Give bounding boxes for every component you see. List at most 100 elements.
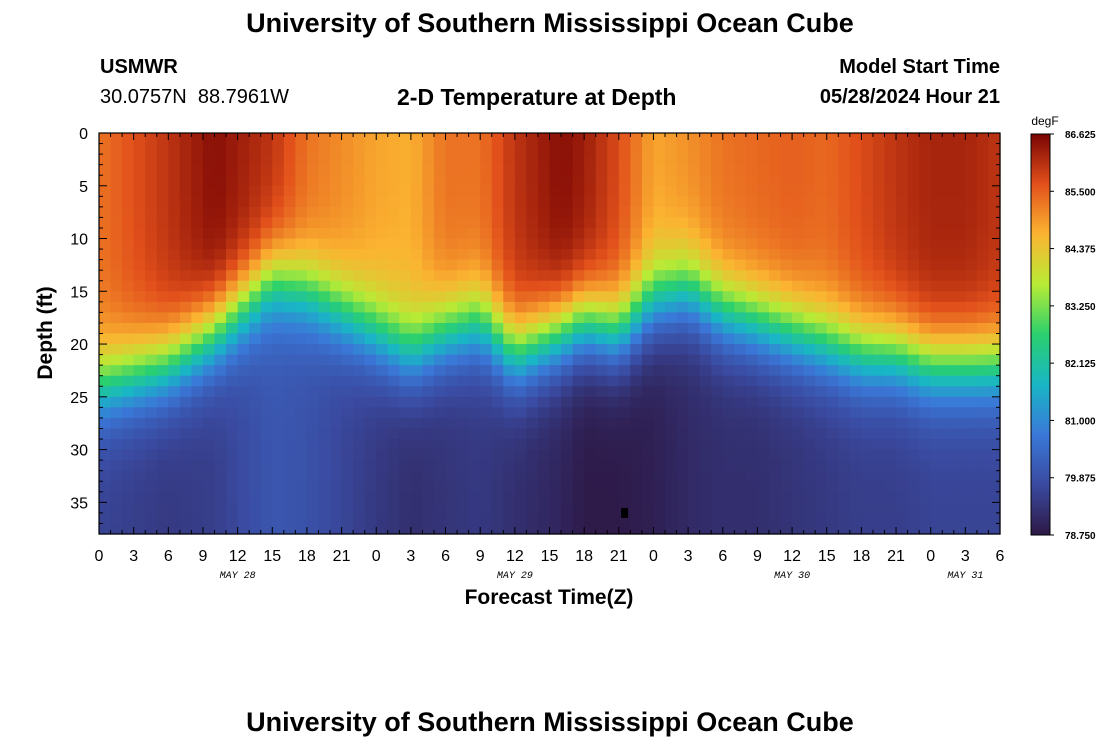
heatmap-cell: [272, 386, 285, 398]
heatmap-cell: [953, 375, 966, 387]
heatmap-cell: [919, 512, 932, 525]
heatmap-cell: [168, 354, 181, 366]
heatmap-cell: [745, 523, 759, 535]
heatmap-cell: [849, 238, 862, 250]
heatmap-cell: [907, 386, 920, 398]
heatmap-cell: [930, 164, 943, 176]
heatmap-cell: [768, 154, 782, 166]
heatmap-cell: [630, 133, 643, 145]
heatmap-cell: [919, 417, 932, 430]
heatmap-cell: [838, 481, 851, 493]
heatmap-cell: [191, 196, 204, 208]
heatmap-cell: [838, 322, 851, 335]
heatmap-cell: [896, 175, 909, 187]
heatmap-cell: [457, 217, 470, 229]
heatmap-cell: [318, 301, 331, 313]
heatmap-cell: [168, 344, 181, 356]
heatmap-cell: [156, 312, 169, 324]
heatmap-cell: [584, 407, 597, 419]
heatmap-cell: [872, 470, 886, 482]
heatmap-cell: [537, 491, 551, 503]
heatmap-cell: [572, 280, 585, 292]
heatmap-cell: [884, 512, 897, 525]
heatmap-cell: [896, 164, 909, 176]
heatmap-cell: [665, 238, 678, 250]
heatmap-cell: [168, 206, 181, 219]
heatmap-cell: [422, 206, 435, 219]
heatmap-cell: [561, 386, 574, 398]
heatmap-cell: [457, 354, 470, 366]
heatmap-cell: [896, 428, 909, 440]
heatmap-cell: [688, 396, 701, 408]
heatmap-cell: [168, 133, 181, 145]
heatmap-cell: [387, 227, 400, 240]
heatmap-cell: [849, 164, 862, 176]
heatmap-cell: [214, 460, 227, 472]
heatmap-cell: [341, 502, 354, 514]
heatmap-cell: [711, 449, 724, 461]
heatmap-cell: [145, 407, 158, 419]
heatmap-cell: [202, 185, 216, 197]
heatmap-cell: [676, 407, 689, 419]
heatmap-cell: [930, 175, 943, 187]
heatmap-cell: [110, 512, 123, 525]
heatmap-cell: [457, 460, 470, 472]
heatmap-cell: [896, 439, 909, 451]
heatmap-cell: [826, 185, 839, 197]
heatmap-cell: [780, 154, 793, 166]
heatmap-cell: [930, 333, 943, 345]
heatmap-cell: [965, 291, 978, 303]
heatmap-cell: [792, 439, 805, 451]
heatmap-cell: [514, 386, 527, 398]
heatmap-cell: [688, 249, 701, 261]
heatmap-cell: [179, 407, 193, 419]
heatmap-cell: [422, 481, 435, 493]
heatmap-cell: [491, 512, 504, 525]
heatmap-cell: [110, 185, 123, 197]
heatmap-cell: [376, 344, 389, 356]
colorbar-tick-label: 85.500: [1065, 187, 1096, 198]
heatmap-cell: [503, 470, 516, 482]
heatmap-cell: [514, 196, 527, 208]
heatmap-cell: [514, 460, 527, 472]
heatmap-cell: [607, 312, 620, 324]
heatmap-cell: [422, 301, 435, 313]
heatmap-cell: [156, 460, 169, 472]
heatmap-cell: [884, 386, 897, 398]
heatmap-cell: [433, 439, 447, 451]
heatmap-cell: [283, 259, 296, 271]
heatmap-cell: [896, 322, 909, 335]
heatmap-cell: [399, 386, 412, 398]
heatmap-cell: [618, 154, 631, 166]
heatmap-cell: [780, 301, 793, 313]
heatmap-cell: [815, 133, 828, 145]
heatmap-cell: [168, 481, 181, 493]
heatmap-cell: [433, 449, 447, 461]
heatmap-cell: [537, 512, 551, 525]
heatmap-cell: [572, 196, 585, 208]
heatmap-cell: [734, 344, 747, 356]
heatmap-cell: [295, 249, 308, 261]
heatmap-cell: [745, 280, 759, 292]
heatmap-cell: [688, 291, 701, 303]
heatmap-cell: [953, 344, 966, 356]
heatmap-cell: [202, 354, 216, 366]
heatmap-cell: [757, 523, 770, 535]
heatmap-cell: [676, 206, 689, 219]
heatmap-cell: [99, 301, 112, 313]
heatmap-cell: [722, 460, 735, 472]
heatmap-cell: [976, 143, 990, 155]
heatmap-cell: [99, 154, 112, 166]
heatmap-cell: [745, 417, 759, 430]
heatmap-cell: [734, 196, 747, 208]
heatmap-cell: [249, 375, 262, 387]
heatmap-cell: [722, 217, 735, 229]
heatmap-cell: [399, 301, 412, 313]
heatmap-cell: [665, 449, 678, 461]
heatmap-cell: [630, 365, 643, 377]
heatmap-cell: [272, 449, 285, 461]
heatmap-cell: [849, 133, 862, 145]
heatmap-cell: [330, 523, 343, 535]
heatmap-cell: [433, 407, 447, 419]
heatmap-cell: [561, 206, 574, 219]
